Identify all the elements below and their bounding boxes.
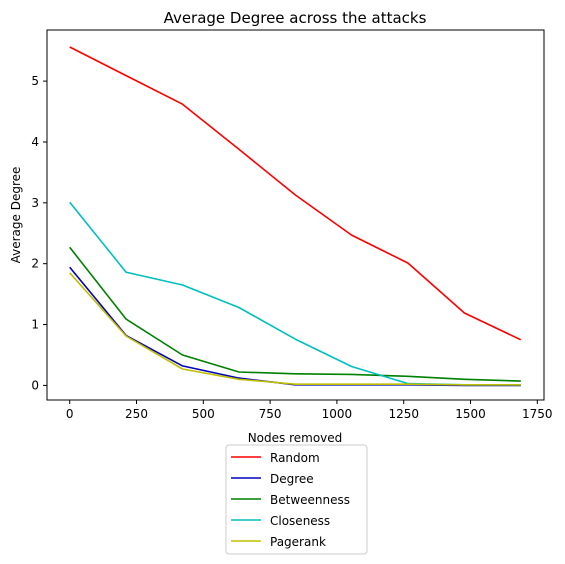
series-line-closeness [69, 201, 521, 386]
x-tick-label: 1500 [455, 407, 486, 421]
legend-label-closeness: Closeness [270, 514, 330, 528]
y-tick-label: 4 [31, 135, 39, 149]
legend-label-degree: Degree [270, 472, 314, 486]
x-axis-label: Nodes removed [248, 431, 343, 445]
plot-frame [46, 29, 545, 401]
legend-label-random: Random [270, 451, 320, 465]
series-line-pagerank [69, 272, 521, 386]
y-tick-label: 2 [31, 257, 39, 271]
legend-label-betweenness: Betweenness [270, 493, 350, 507]
legend: Random Degree Betweenness Closeness Pagerank [225, 444, 368, 555]
series-line-random [69, 46, 522, 341]
series-lines [69, 46, 522, 387]
x-tick-label: 1750 [522, 407, 553, 421]
legend-frame [225, 444, 368, 555]
series-line-betweenness [69, 246, 521, 382]
x-tick-label: 0 [66, 407, 74, 421]
y-tick-label: 3 [31, 196, 39, 210]
y-tick-label: 1 [31, 318, 39, 332]
x-tick-label: 500 [192, 407, 215, 421]
x-tick-label: 1250 [388, 407, 419, 421]
axis-ticks: 0 250 500 750 1000 1250 1500 1750 0 1 2 3 4 5 [31, 74, 552, 421]
chart-title: Average Degree across the attacks [164, 9, 427, 27]
x-tick-label: 1000 [322, 407, 353, 421]
legend-label-pagerank: Pagerank [270, 535, 326, 549]
y-tick-label: 5 [31, 74, 39, 88]
y-axis-label: Average Degree [9, 167, 23, 264]
x-tick-label: 750 [259, 407, 282, 421]
x-tick-label: 250 [125, 407, 148, 421]
y-tick-label: 0 [31, 378, 39, 392]
